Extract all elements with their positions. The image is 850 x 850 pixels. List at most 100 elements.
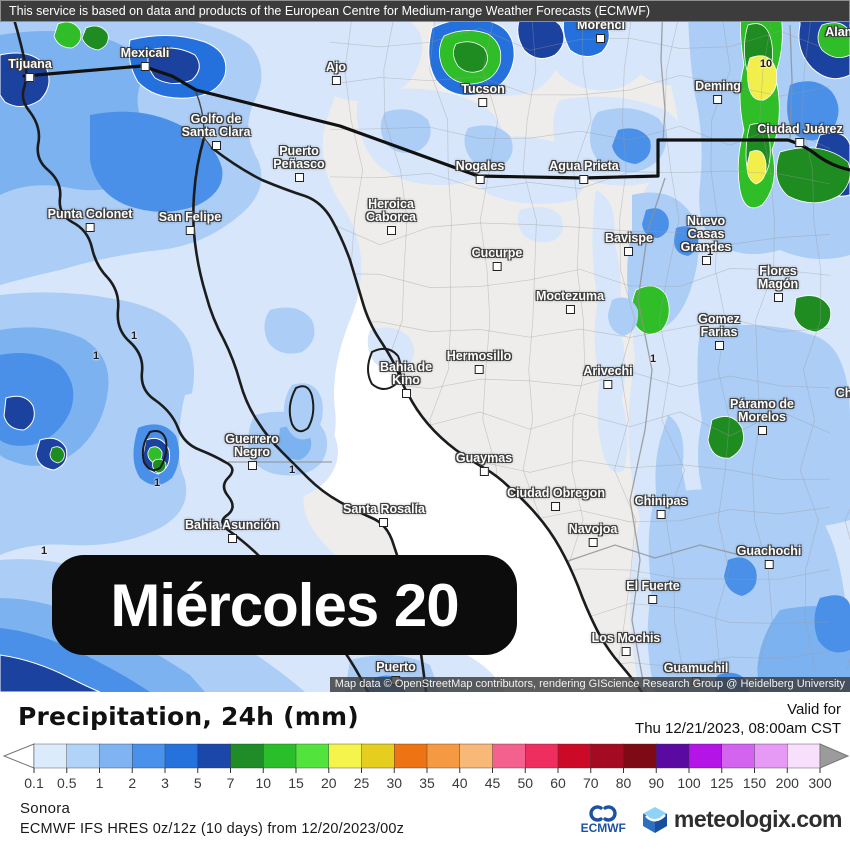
city-name: Nuevo Casas Grandes xyxy=(680,214,732,255)
city-label: Bahia de Kino xyxy=(375,360,437,399)
city-name: Flores Magón xyxy=(757,264,799,292)
ecmwf-logo-text: ECMWF xyxy=(580,821,626,835)
city-marker xyxy=(757,426,767,436)
city-name: Golfo de Santa Clara xyxy=(181,112,251,140)
city-name: Mexicali xyxy=(120,46,170,60)
city-marker xyxy=(479,467,489,477)
meteologix-logo[interactable]: meteologix.com xyxy=(640,804,843,835)
city-name: Bahia de Kino xyxy=(379,360,433,388)
legend-tick-label: 30 xyxy=(386,775,402,791)
city-name: San Felipe xyxy=(158,210,222,224)
city-marker xyxy=(211,141,221,151)
legend-tick-label: 10 xyxy=(255,775,271,791)
city-name: Punta Colonet xyxy=(47,207,133,221)
city-name: Los Mochis xyxy=(591,631,661,645)
city-marker xyxy=(773,293,783,303)
city-name: El Fuerte xyxy=(626,579,680,593)
city-marker xyxy=(714,341,724,351)
legend-tick-label: 15 xyxy=(288,775,304,791)
city-marker xyxy=(25,73,35,83)
legend-colorbar: 0.1 0.5 1 2 3 5 7 10 15 20 25 30 35 40 45 50 60 70 80 90 100… xyxy=(2,743,850,791)
city-name: Ciudad Juárez xyxy=(757,122,843,136)
city-label: Tucson xyxy=(461,82,505,108)
boundary-line xyxy=(329,268,831,288)
city-label: Chinipas xyxy=(635,494,687,520)
precipitation-map[interactable]: Tijuana Mexicali Morenci Ajo Tucson Deming Ala… xyxy=(0,0,850,692)
city-marker xyxy=(140,62,150,72)
city-name: Gomez Farias xyxy=(698,312,740,340)
city-label: Arivechi xyxy=(583,364,633,390)
city-label: Chihuahua xyxy=(836,386,850,411)
city-marker xyxy=(764,560,774,570)
day-label: Miércoles 20 xyxy=(110,571,459,639)
legend-tick-label: 25 xyxy=(354,775,370,791)
legend-segment xyxy=(754,743,788,769)
legend-tick-label: 100 xyxy=(677,775,701,791)
ecmwf-service-banner: This service is based on data and produc… xyxy=(0,0,850,22)
city-marker xyxy=(713,95,723,105)
legend-tick-label: 90 xyxy=(648,775,664,791)
city-marker xyxy=(474,365,484,375)
city-marker xyxy=(492,262,502,272)
city-name: Tucson xyxy=(461,82,505,96)
legend-segment xyxy=(525,743,559,769)
city-label: Morenci xyxy=(577,18,625,44)
legend-tick-label: 20 xyxy=(321,775,337,791)
city-label: El Fuerte xyxy=(626,579,680,605)
contour-value-label: 1 xyxy=(92,350,100,362)
legend-tick-label: 50 xyxy=(517,775,533,791)
city-label: Heroica Caborca xyxy=(356,197,426,236)
day-label-badge: Miércoles 20 xyxy=(52,555,517,655)
city-label: Moctezuma xyxy=(536,289,604,315)
city-label: Páramo de Morelos xyxy=(722,397,802,436)
boundary-line xyxy=(329,170,831,190)
city-marker xyxy=(656,510,666,520)
contour-value-label: 10 xyxy=(759,58,773,70)
us-mexico-border xyxy=(22,64,850,180)
city-label: Guachochi xyxy=(737,544,801,570)
city-marker xyxy=(588,538,598,548)
boundary-line xyxy=(329,318,831,338)
city-label: Mexicali xyxy=(120,46,170,72)
legend-segment xyxy=(197,743,232,769)
legend-segment xyxy=(721,743,756,769)
legend-segment xyxy=(66,743,101,769)
legend-segment xyxy=(492,743,526,769)
legend-title: Precipitation, 24h (mm) xyxy=(18,702,359,731)
boundary-line xyxy=(329,222,831,246)
city-label: Hermosillo xyxy=(447,349,511,375)
legend-segment xyxy=(426,743,461,769)
city-marker xyxy=(247,461,257,471)
boundary-line xyxy=(799,17,822,671)
city-name: Agua Prieta xyxy=(549,159,619,173)
city-name: Navojoa xyxy=(568,522,618,536)
city-name: Santa Rosalía xyxy=(343,502,425,516)
contour-value-label: 1 xyxy=(40,545,48,557)
city-label: Bavispe xyxy=(605,231,653,257)
boundary-line xyxy=(614,17,637,671)
state-boundaries xyxy=(228,0,793,692)
legend-tick-label: 1 xyxy=(96,775,104,791)
city-name: Bahia Asunción xyxy=(185,518,279,532)
legend-segment xyxy=(263,743,297,769)
city-marker xyxy=(648,595,658,605)
valid-for-label: Valid for xyxy=(787,701,841,718)
city-marker xyxy=(331,76,341,86)
city-name: Ajo xyxy=(325,60,347,74)
city-label: Ajo xyxy=(325,60,347,86)
legend-segment xyxy=(230,743,264,769)
map-labels-layer: Tijuana Mexicali Morenci Ajo Tucson Deming Ala… xyxy=(8,18,850,687)
ecmwf-logo[interactable]: ECMWF xyxy=(581,805,626,835)
legend-segment xyxy=(623,743,657,769)
valid-for-datetime: Thu 12/21/2023, 08:00am CST xyxy=(635,720,841,737)
legend-tick-label: 150 xyxy=(743,775,767,791)
legend-segment xyxy=(656,743,690,769)
city-name: Bavispe xyxy=(605,231,653,245)
city-name: Guamuchil xyxy=(663,661,729,675)
legend-segment xyxy=(361,743,395,769)
legend-tick-label: 80 xyxy=(616,775,632,791)
city-label: Nogales xyxy=(456,159,504,185)
legend-underflow-arrow xyxy=(2,743,35,769)
city-marker xyxy=(401,389,411,399)
city-label: Puerto Peñasco xyxy=(265,144,333,183)
